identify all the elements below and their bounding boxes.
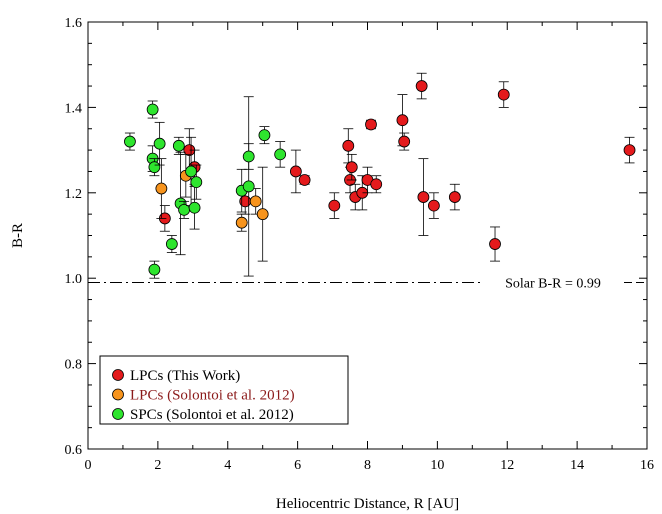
data-point — [342, 139, 355, 152]
x-tick-label: 12 — [500, 458, 514, 473]
y-tick-label: 0.6 — [65, 443, 83, 458]
solar-reference-label: Solar B-R = 0.99 — [505, 276, 601, 291]
legend-label: SPCs (Solontoi et al. 2012) — [130, 407, 294, 423]
data-point — [427, 199, 440, 212]
data-point — [124, 135, 136, 148]
x-tick-label: 4 — [224, 458, 231, 473]
y-tick-label: 1.6 — [65, 16, 83, 31]
axes: 0 2 4 6 8 10 12 14 16 0.6 0.8 1.0 1.2 1.4 1.6 — [65, 16, 655, 473]
data-point — [235, 216, 248, 229]
x-tick-label: 6 — [294, 458, 301, 473]
data-point — [398, 135, 411, 148]
legend-marker — [112, 369, 124, 381]
x-tick-label: 14 — [570, 458, 584, 473]
y-tick-label: 1.0 — [65, 272, 83, 287]
data-point — [448, 191, 461, 203]
data-point — [289, 165, 302, 178]
x-tick-label: 16 — [640, 458, 654, 473]
legend-marker — [112, 408, 124, 420]
legend-label: LPCs (Solontoi et al. 2012) — [130, 388, 295, 404]
data-point — [298, 174, 311, 186]
series-2 — [124, 96, 287, 279]
series-0 — [158, 72, 636, 262]
data-points — [124, 72, 636, 279]
data-point — [153, 137, 166, 150]
legend-box — [99, 355, 349, 425]
data-point — [417, 191, 430, 203]
legend-marker — [112, 388, 124, 401]
data-point — [328, 199, 341, 212]
x-tick-label: 10 — [430, 458, 444, 473]
x-tick-label: 0 — [85, 458, 92, 473]
data-point — [178, 203, 190, 216]
x-tick-label: 8 — [364, 458, 371, 473]
series-1 — [155, 153, 269, 262]
legend-label: LPCs (This Work) — [130, 368, 240, 384]
data-point — [242, 150, 255, 163]
data-point — [165, 238, 178, 250]
y-axis-title: B-R — [10, 223, 26, 248]
data-point — [256, 208, 269, 221]
data-point — [497, 88, 510, 101]
data-point — [489, 238, 501, 250]
data-point — [146, 103, 159, 116]
data-point — [249, 195, 262, 208]
data-point — [172, 139, 185, 152]
data-point — [396, 114, 409, 127]
data-point — [365, 118, 377, 131]
data-point — [623, 144, 636, 157]
data-point — [274, 148, 287, 161]
data-point — [370, 178, 383, 191]
data-point — [148, 263, 161, 276]
legend: LPCs (This Work) LPCs (Solontoi et al. 20… — [99, 355, 349, 425]
x-axis-title: Heliocentric Distance, R [AU] — [276, 496, 459, 512]
y-tick-label: 1.2 — [65, 187, 83, 202]
data-point — [148, 161, 161, 174]
data-point — [185, 165, 197, 178]
data-point — [415, 80, 428, 92]
x-tick-label: 2 — [154, 458, 161, 473]
data-point — [242, 180, 255, 193]
data-point — [345, 161, 358, 174]
y-tick-label: 1.4 — [65, 101, 83, 116]
data-point — [258, 129, 271, 142]
data-point — [190, 176, 203, 189]
y-tick-label: 0.8 — [65, 358, 83, 373]
data-point — [188, 201, 201, 214]
data-point — [155, 182, 168, 195]
